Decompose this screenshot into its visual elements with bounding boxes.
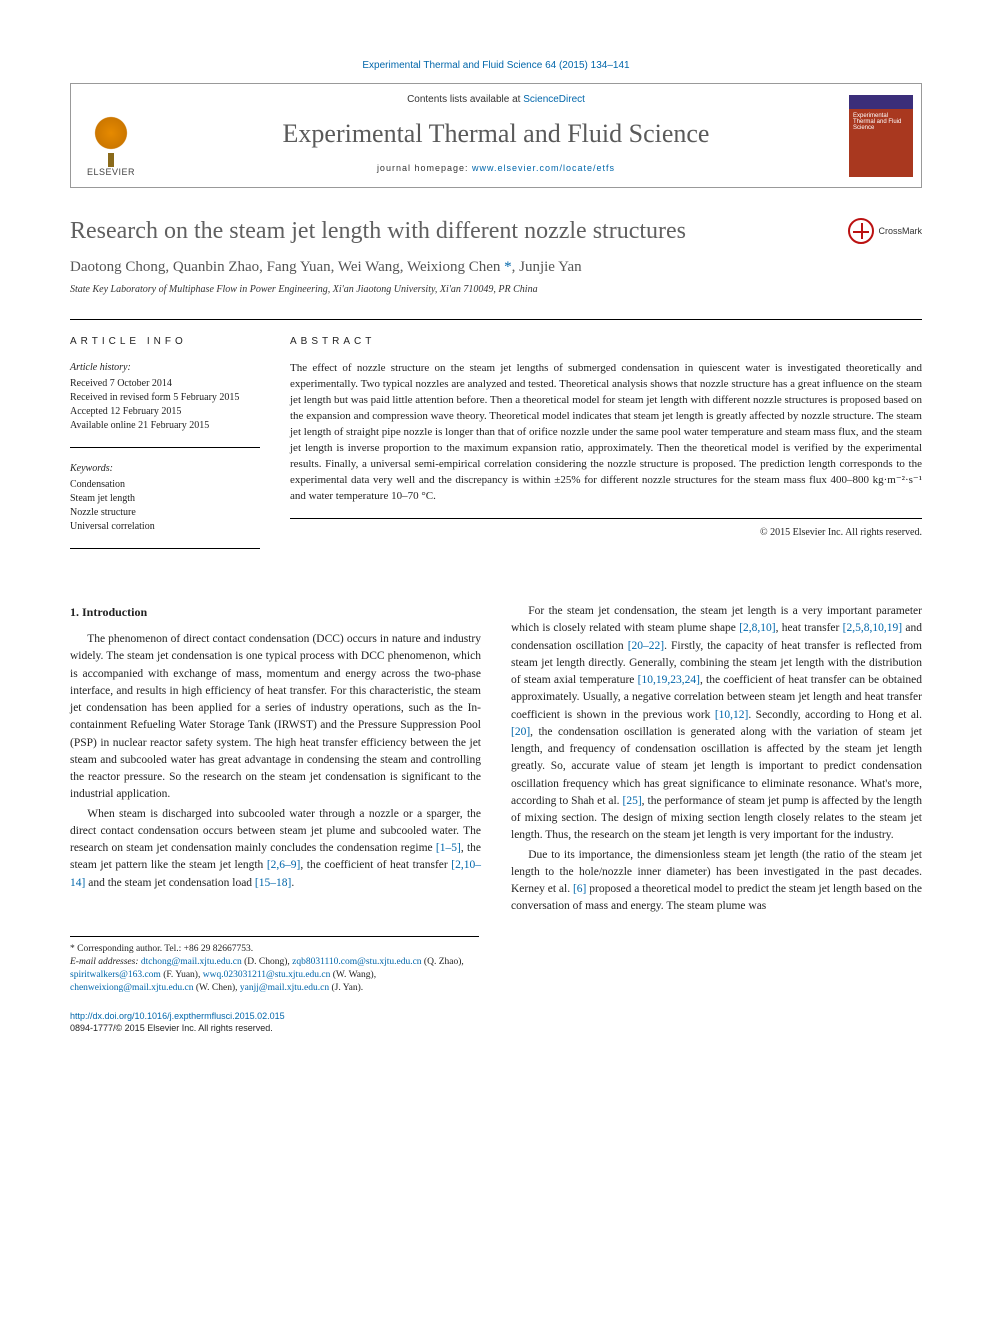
article-info-column: article info Article history: Received 7…: [70, 319, 260, 563]
article-history-block: Article history: Received 7 October 2014…: [70, 361, 260, 448]
citation-link[interactable]: [20]: [511, 726, 530, 738]
abstract-copyright: © 2015 Elsevier Inc. All rights reserved…: [290, 527, 922, 538]
doi-link[interactable]: http://dx.doi.org/10.1016/j.expthermflus…: [70, 1011, 285, 1021]
journal-ref-line: Experimental Thermal and Fluid Science 6…: [70, 60, 922, 71]
section-heading: 1. Introduction: [70, 603, 481, 621]
keyword: Steam jet length: [70, 492, 260, 506]
body-text: , the coefficient of heat transfer: [300, 859, 451, 871]
body-paragraph: When steam is discharged into subcooled …: [70, 806, 481, 892]
crossmark-badge[interactable]: CrossMark: [848, 218, 922, 244]
authors-line: Daotong Chong, Quanbin Zhao, Fang Yuan, …: [70, 259, 922, 276]
cover-thumbnail-wrap: Experimental Thermal and Fluid Science: [841, 84, 921, 187]
crossmark-label: CrossMark: [878, 226, 922, 236]
crossmark-icon: [848, 218, 874, 244]
history-line: Received in revised form 5 February 2015: [70, 391, 260, 405]
footnotes: * Corresponding author. Tel.: +86 29 826…: [70, 936, 479, 996]
email-link[interactable]: spiritwalkers@163.com: [70, 970, 161, 980]
header-center: Contents lists available at ScienceDirec…: [151, 84, 841, 187]
corresponding-author-note: * Corresponding author. Tel.: +86 29 826…: [70, 943, 479, 956]
body-paragraph: For the steam jet condensation, the stea…: [511, 603, 922, 845]
citation-link[interactable]: [20–22]: [628, 640, 664, 652]
history-line: Accepted 12 February 2015: [70, 405, 260, 419]
authors-text: Daotong Chong, Quanbin Zhao, Fang Yuan, …: [70, 259, 582, 275]
keywords-head: Keywords:: [70, 462, 260, 476]
sciencedirect-link[interactable]: ScienceDirect: [523, 94, 585, 105]
keywords-block: Keywords: Condensation Steam jet length …: [70, 462, 260, 549]
emails-line: E-mail addresses: dtchong@mail.xjtu.edu.…: [70, 956, 479, 996]
journal-cover-icon: Experimental Thermal and Fluid Science: [849, 95, 913, 177]
cover-top-bar: [849, 95, 913, 109]
email-link[interactable]: chenweixiong@mail.xjtu.edu.cn: [70, 983, 194, 993]
journal-header-box: ELSEVIER Contents lists available at Sci…: [70, 83, 922, 188]
body-text: .: [291, 877, 294, 889]
abstract-text: The effect of nozzle structure on the st…: [290, 361, 922, 519]
publisher-name: ELSEVIER: [87, 167, 135, 177]
cover-title-text: Experimental Thermal and Fluid Science: [853, 113, 901, 131]
homepage-prefix: journal homepage:: [377, 163, 472, 173]
email-link[interactable]: wwq.023031211@stu.xjtu.edu.cn: [203, 970, 331, 980]
abstract-label: abstract: [290, 336, 922, 347]
history-head: Article history:: [70, 361, 260, 375]
citation-link[interactable]: [10,12]: [715, 709, 749, 721]
keyword: Condensation: [70, 478, 260, 492]
body-columns: 1. Introduction The phenomenon of direct…: [70, 603, 922, 916]
contents-prefix: Contents lists available at: [407, 94, 523, 105]
citation-link[interactable]: [2,8,10]: [739, 622, 775, 634]
body-text: . Secondly, according to Hong et al.: [748, 709, 922, 721]
history-line: Available online 21 February 2015: [70, 419, 260, 433]
keyword: Universal correlation: [70, 520, 260, 534]
abstract-column: abstract The effect of nozzle structure …: [290, 319, 922, 563]
citation-link[interactable]: [2,5,8,10,19]: [843, 622, 902, 634]
article-info-label: article info: [70, 336, 260, 347]
citation-link[interactable]: [2,6–9]: [267, 859, 301, 871]
citation-link[interactable]: [6]: [573, 883, 586, 895]
email-link[interactable]: yanjj@mail.xjtu.edu.cn: [240, 983, 329, 993]
citation-link[interactable]: [1–5]: [436, 842, 461, 854]
journal-title: Experimental Thermal and Fluid Science: [161, 119, 831, 149]
bottom-info: http://dx.doi.org/10.1016/j.expthermflus…: [70, 1010, 922, 1035]
body-text: and the steam jet condensation load: [85, 877, 255, 889]
body-paragraph: The phenomenon of direct contact condens…: [70, 631, 481, 804]
history-line: Received 7 October 2014: [70, 377, 260, 391]
corr-author-link[interactable]: *: [504, 259, 512, 275]
citation-link[interactable]: [10,19,23,24]: [638, 674, 700, 686]
contents-line: Contents lists available at ScienceDirec…: [161, 94, 831, 105]
homepage-link[interactable]: www.elsevier.com/locate/etfs: [472, 163, 615, 173]
emails-label: E-mail addresses:: [70, 957, 141, 967]
body-text: When steam is discharged into subcooled …: [70, 808, 481, 855]
affiliation: State Key Laboratory of Multiphase Flow …: [70, 284, 922, 295]
body-paragraph: Due to its importance, the dimensionless…: [511, 847, 922, 916]
keyword: Nozzle structure: [70, 506, 260, 520]
publisher-logo-block: ELSEVIER: [71, 84, 151, 187]
article-title: Research on the steam jet length with di…: [70, 218, 828, 245]
citation-link[interactable]: [15–18]: [255, 877, 291, 889]
body-text: , heat transfer: [776, 622, 843, 634]
email-link[interactable]: zqb8031110.com@stu.xjtu.edu.cn: [292, 957, 421, 967]
elsevier-tree-icon: [86, 113, 136, 163]
homepage-line: journal homepage: www.elsevier.com/locat…: [161, 163, 831, 173]
issn-copyright: 0894-1777/© 2015 Elsevier Inc. All right…: [70, 1023, 273, 1033]
citation-link[interactable]: [25]: [623, 795, 642, 807]
email-link[interactable]: dtchong@mail.xjtu.edu.cn: [141, 957, 242, 967]
